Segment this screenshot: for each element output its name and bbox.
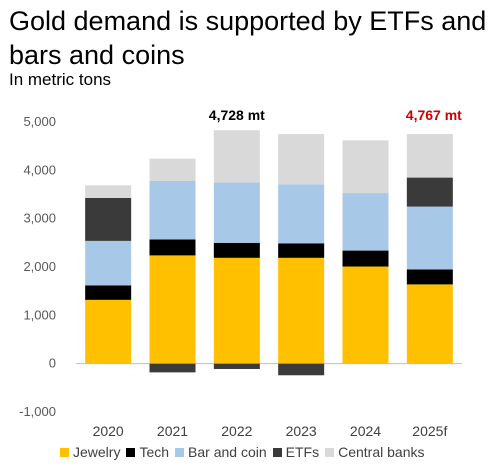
legend-swatch	[272, 447, 282, 457]
bar-segment-central-banks-2025f	[406, 134, 453, 178]
total-annotation: 4,728 mt	[209, 107, 265, 123]
bar-segment-central-banks-2022	[213, 130, 260, 183]
x-tick-label: 2020	[93, 423, 124, 439]
legend-item-jewelry: Jewelry	[60, 444, 120, 460]
legend-item-bar-and-coin: Bar and coin	[175, 444, 267, 460]
bar-segment-tech-2025f	[406, 269, 453, 285]
x-tick-label: 2025f	[412, 423, 447, 439]
x-tick-label: 2023	[286, 423, 317, 439]
legend-label: Central banks	[338, 444, 425, 460]
bar-segment-tech-2023	[278, 243, 325, 258]
bar-segment-jewelry-2025f	[406, 284, 453, 364]
legend-label: ETFs	[285, 444, 320, 460]
bar-segment-etfs-2021	[149, 363, 196, 373]
y-tick-label: -1,000	[19, 404, 56, 419]
bar-segment-etfs-2025f	[406, 177, 453, 207]
legend-label: Jewelry	[73, 444, 121, 460]
bar-segment-jewelry-2023	[278, 257, 325, 364]
legend-label: Tech	[139, 444, 170, 460]
bar-segment-central-banks-2021	[149, 158, 196, 181]
bar-segment-jewelry-2020	[85, 299, 132, 364]
annotations: 4,728 mt 4,767 mt	[209, 107, 462, 123]
bar-segment-tech-2022	[213, 242, 260, 258]
y-tick-label: 3,000	[23, 211, 56, 226]
bar-segment-central-banks-2023	[278, 134, 325, 185]
bar-segment-central-banks-2024	[342, 140, 389, 194]
legend-label: Bar and coin	[188, 444, 267, 460]
x-tick-label: 2024	[350, 423, 381, 439]
bar-segment-etfs-2020	[85, 197, 132, 241]
y-tick-label: 0	[49, 356, 56, 371]
bar-segment-tech-2021	[149, 239, 196, 256]
x-axis-ticks: 2020 2021 2022 2023 2024 2025f	[93, 423, 448, 439]
y-tick-label: 5,000	[23, 114, 56, 129]
legend-swatch	[175, 447, 185, 457]
legend-swatch	[126, 447, 136, 457]
legend-item-etfs: ETFs	[272, 444, 320, 460]
x-tick-label: 2021	[157, 423, 188, 439]
bar-segment-etfs-2022	[213, 363, 260, 369]
bar-segment-bar-and-coin-2025f	[406, 206, 453, 270]
chart-subtitle: In metric tons	[9, 70, 112, 89]
bar-segment-jewelry-2021	[149, 255, 196, 364]
x-tick-label: 2022	[221, 423, 252, 439]
chart-title: Gold demand is supported by ETFs and bar…	[9, 6, 487, 70]
bar-segment-tech-2024	[342, 250, 389, 267]
bar-segment-bar-and-coin-2024	[342, 193, 389, 251]
legend-item-central-banks: Central banks	[325, 444, 425, 460]
total-annotation: 4,767 mt	[406, 107, 462, 123]
bar-segment-bar-and-coin-2021	[149, 180, 196, 240]
legend: Jewelry Tech Bar and coin ETFs Central banks	[60, 444, 431, 460]
bars	[85, 130, 453, 376]
legend-swatch	[325, 447, 335, 457]
y-tick-label: 1,000	[23, 307, 56, 322]
bar-segment-bar-and-coin-2022	[213, 182, 260, 243]
bar-segment-bar-and-coin-2023	[278, 184, 325, 244]
y-tick-label: 2,000	[23, 259, 56, 274]
bar-segment-jewelry-2024	[342, 266, 389, 364]
bar-segment-tech-2020	[85, 285, 132, 300]
y-axis-ticks: 5,000 4,000 3,000 2,000 1,000 0 -1,000	[19, 114, 56, 419]
legend-item-tech: Tech	[126, 444, 169, 460]
bar-segment-bar-and-coin-2020	[85, 240, 132, 286]
bar-segment-central-banks-2020	[85, 185, 132, 198]
bar-segment-jewelry-2022	[213, 257, 260, 364]
legend-swatch	[60, 447, 69, 457]
bar-segment-etfs-2023	[278, 363, 325, 376]
y-tick-label: 4,000	[23, 162, 56, 177]
